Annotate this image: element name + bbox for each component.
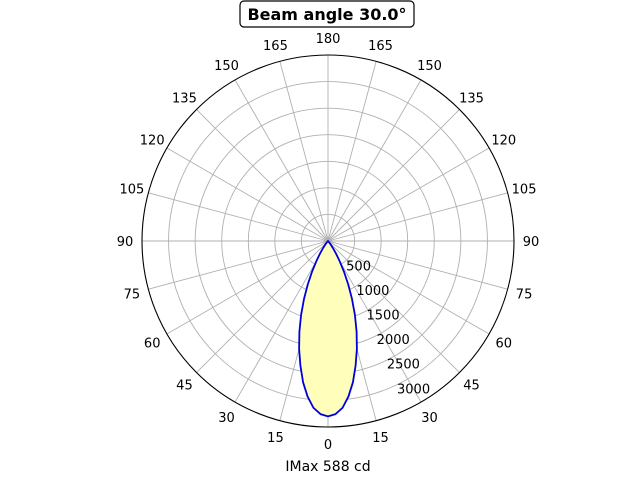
angle-tick-label: 105 [120,182,145,197]
angular-gridline-8 [327,147,490,242]
chart-title: Beam angle 30.0° [247,5,406,24]
series-line-0 [298,240,358,418]
angular-gridline-16 [166,147,329,242]
chart-title-box: Beam angle 30.0° [239,0,415,28]
x-axis-label: IMax 588 cd [285,459,370,475]
angle-tick-label: 105 [512,182,537,197]
angular-gridline-21 [196,240,329,373]
angular-gridline-20 [166,240,329,335]
angle-tick-label: 75 [124,288,141,303]
angular-gridline-2 [327,240,422,403]
radial-tick-label: 1500 [367,309,400,324]
series-fill-0 [299,241,357,417]
angle-tick-label: 45 [463,379,480,394]
angular-gridline-5 [327,240,508,290]
angle-tick-label: 60 [496,337,513,352]
angular-gridline-4 [327,240,490,335]
series-layer [298,240,358,418]
angular-gridline-3 [327,240,460,373]
angular-gridline-10 [327,79,422,242]
angle-tick-label: 15 [267,431,284,446]
angular-gridline-13 [279,61,329,242]
angular-gridline-11 [327,61,377,242]
angular-gridline-7 [327,192,508,242]
angle-tick-label: 75 [516,288,533,303]
angle-tick-label: 150 [214,59,239,74]
angle-tick-label: 180 [316,32,341,47]
angle-tick-label: 0 [324,438,332,453]
title-frame [239,0,415,28]
radial-tick-label: 2500 [387,358,420,373]
angle-tick-label: 120 [140,134,165,149]
angle-tick-label: 135 [459,91,484,106]
angular-gridline-9 [327,109,460,242]
radial-tick-label: 500 [346,260,371,275]
angle-tick-label: 90 [117,235,134,250]
radial-tick-label: 1000 [356,284,389,299]
angle-tick-label: 45 [176,379,193,394]
angle-tick-label: 30 [218,411,235,426]
angular-gridline-19 [148,240,329,290]
angular-gridline-15 [196,109,329,242]
angle-tick-label: 150 [417,59,442,74]
radial-tick-label: 3000 [397,382,430,397]
angular-gridline-14 [234,79,329,242]
angle-tick-label: 15 [372,431,389,446]
angle-tick-label: 135 [172,91,197,106]
angular-gridline-17 [148,192,329,242]
radial-tick-label: 2000 [377,333,410,348]
angle-tick-label: 120 [491,134,516,149]
angular-gridline-22 [234,240,329,403]
angle-tick-label: 60 [144,337,161,352]
angle-tick-label: 165 [263,39,288,54]
outer-circle [141,54,515,428]
angle-tick-label: 165 [368,39,393,54]
angle-tick-label: 90 [523,235,540,250]
angle-tick-label: 30 [421,411,438,426]
tick-labels: 0 15 30 45 60 75 90 105 120 135 150 165 180 165 150 135… [117,32,540,453]
